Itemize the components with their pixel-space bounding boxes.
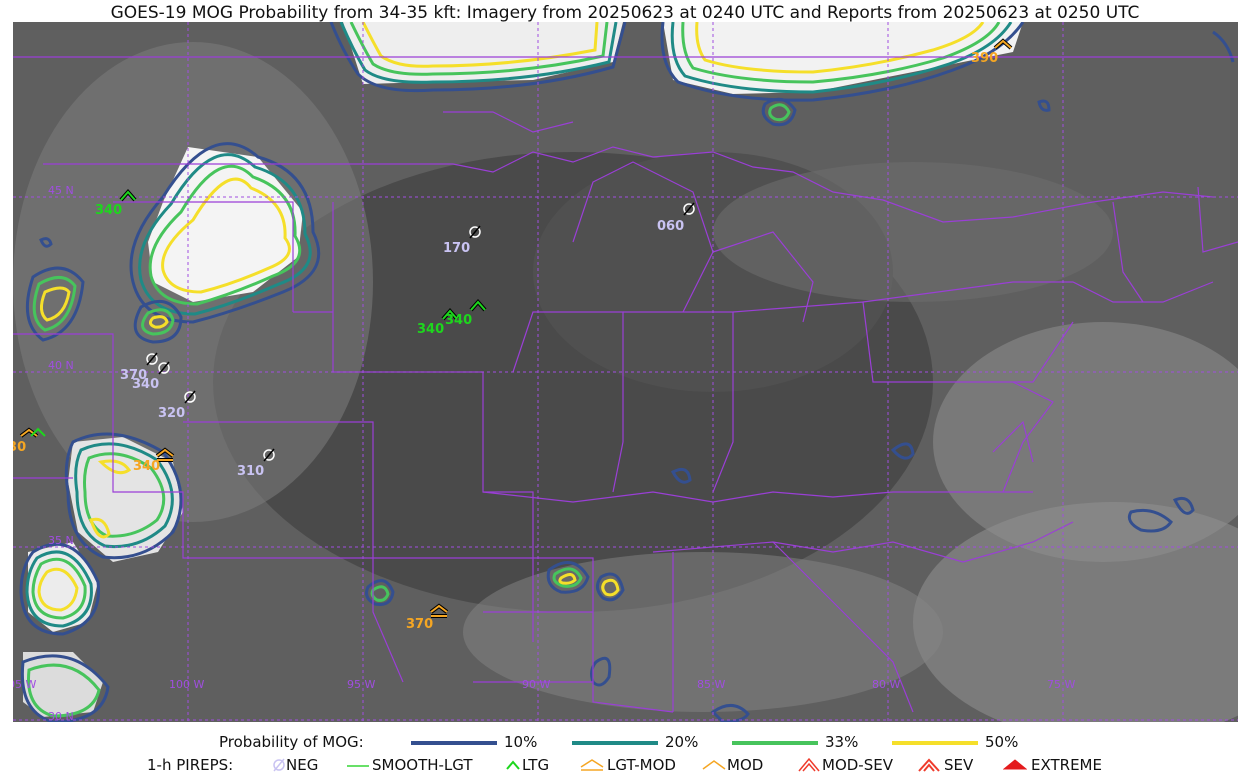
legend-swatch-20 (572, 741, 658, 745)
lon-label: 75 W (1047, 678, 1075, 691)
pirep-altitude: 370 (120, 368, 147, 383)
neg-pirep-icon (158, 361, 170, 375)
pirep-altitude: 370 (406, 617, 433, 632)
legend-swatch-10 (411, 741, 497, 745)
pirep-altitude: 320 (158, 406, 185, 421)
sev-icon (918, 758, 940, 772)
lat-label: 40 N (48, 359, 74, 372)
legend-label: LTG (522, 756, 550, 774)
legend-swatch-50 (892, 741, 978, 745)
legend-label: 33% (825, 733, 859, 751)
neg-pirep-icon (146, 352, 158, 366)
lon-label: 95 W (347, 678, 375, 691)
mod-sev-icon (798, 757, 820, 772)
satellite-map: 105 W 100 W 95 W 90 W 85 W 80 W 75 W 45 … (13, 22, 1238, 722)
mod-icon (702, 760, 726, 770)
mog-contours (19, 22, 1235, 722)
pirep-altitude: 340 (133, 459, 160, 474)
pirep-altitude: 340 (132, 377, 159, 392)
pirep-altitude: 390 (971, 51, 998, 66)
pirep-legend: 1-h PIREPS: NEG SMOOTH-LGT LTG LGT-MOD M… (0, 755, 1250, 777)
lat-label: 45 N (48, 184, 74, 197)
legend-label: 20% (665, 733, 699, 751)
lat-label: 30 N (48, 710, 74, 722)
legend-label: MOD (727, 756, 764, 774)
neg-pirep-icon (469, 225, 481, 239)
neg-icon (273, 758, 285, 772)
legend-label: 50% (985, 733, 1019, 751)
lat-label: 35 N (48, 534, 74, 547)
pirep-altitude: 340 (417, 322, 444, 337)
graticule (13, 22, 1238, 722)
legend-label: LGT-MOD (607, 756, 676, 774)
pirep-altitude: 340 (95, 203, 122, 218)
pirep-altitude: 340 (445, 313, 472, 328)
political-boundaries (13, 56, 1238, 713)
smooth-lgt-icon (347, 765, 369, 767)
lon-label: 90 W (522, 678, 550, 691)
legend-title: 1-h PIREPS: (147, 756, 234, 774)
legend-swatch-33 (732, 741, 818, 745)
pirep-altitude: 060 (657, 219, 684, 234)
lon-label: 80 W (872, 678, 900, 691)
pirep-layer: 340 170 060 340 340 370 340 320 310 340 (13, 38, 1013, 632)
ltg-icon (506, 760, 520, 770)
legend-label: 10% (504, 733, 538, 751)
lon-label: 85 W (697, 678, 725, 691)
pirep-altitude: 310 (237, 464, 264, 479)
pirep-altitude: 170 (443, 241, 470, 256)
lgt-mod-icon (580, 759, 604, 771)
extreme-icon (1003, 759, 1027, 770)
legend-label: SEV (944, 756, 974, 774)
legend-title: Probability of MOG: (219, 733, 364, 751)
lon-label: 100 W (169, 678, 204, 691)
pirep-altitude: 330 (13, 440, 26, 455)
legend-label: SMOOTH-LGT (372, 756, 473, 774)
legend-label: MOD-SEV (822, 756, 893, 774)
legend-label: NEG (286, 756, 319, 774)
neg-pirep-icon (683, 202, 695, 216)
neg-pirep-icon (263, 448, 275, 462)
map-title: GOES-19 MOG Probability from 34-35 kft: … (110, 3, 1140, 23)
neg-pirep-icon (184, 390, 196, 404)
legend-label: EXTREME (1031, 756, 1102, 774)
lon-label: 105 W (13, 678, 36, 691)
probability-legend: Probability of MOG: 10% 20% 33% 50% (0, 732, 1250, 754)
